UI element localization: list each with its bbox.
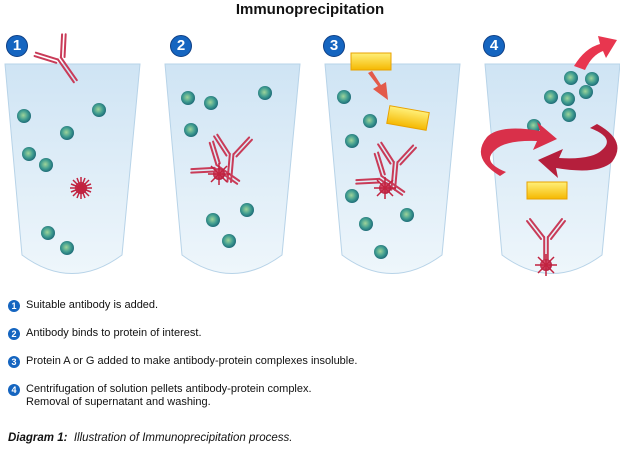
panel-4 xyxy=(480,36,618,276)
bead xyxy=(60,126,74,140)
bead xyxy=(374,245,388,259)
step-number: 4 xyxy=(8,384,20,396)
diagram-caption: Diagram 1: Illustration of Immunoprecipi… xyxy=(8,432,292,444)
bead xyxy=(181,91,195,105)
protein-a-g xyxy=(526,181,568,200)
protein-a-g xyxy=(386,105,430,131)
step-text: Protein A or G added to make antibody-pr… xyxy=(26,355,358,367)
step-number: 2 xyxy=(8,328,20,340)
bead xyxy=(204,96,218,110)
protein-a-g xyxy=(350,52,392,71)
step-3: 3 Protein A or G added to make antibody-… xyxy=(8,354,608,382)
panel-1 xyxy=(17,31,106,255)
bead xyxy=(258,86,272,100)
bead xyxy=(240,203,254,217)
protein-of-interest xyxy=(70,177,92,199)
bead xyxy=(206,213,220,227)
bead xyxy=(345,134,359,148)
bead xyxy=(22,147,36,161)
step-number: 3 xyxy=(8,356,20,368)
bead xyxy=(41,226,55,240)
bead xyxy=(17,109,31,123)
bead xyxy=(345,189,359,203)
bead xyxy=(184,123,198,137)
bead xyxy=(562,108,576,122)
bead xyxy=(39,158,53,172)
bead xyxy=(400,208,414,222)
step-text: Centrifugation of solution pellets antib… xyxy=(26,383,312,395)
bead xyxy=(561,92,575,106)
bead xyxy=(359,217,373,231)
bead xyxy=(544,90,558,104)
step-text: Removal of supernatant and washing. xyxy=(26,396,211,408)
step-4: 4 Centrifugation of solution pellets ant… xyxy=(8,382,608,416)
panel-4-number: 4 xyxy=(483,35,505,57)
caption-text: Illustration of Immunoprecipitation proc… xyxy=(73,432,293,444)
bead xyxy=(585,72,599,86)
diagram-title: Immunoprecipitation xyxy=(235,1,385,18)
bead xyxy=(92,103,106,117)
step-1: 1 Suitable antibody is added. xyxy=(8,298,608,326)
step-text: Suitable antibody is added. xyxy=(26,299,159,311)
panel-2 xyxy=(181,86,272,248)
step-2: 2 Antibody binds to protein of interest. xyxy=(8,326,608,354)
bead xyxy=(337,90,351,104)
protein-of-interest xyxy=(535,254,557,276)
bead xyxy=(60,241,74,255)
step-number: 1 xyxy=(8,300,20,312)
immunoprecipitation-diagram xyxy=(4,31,620,276)
bead xyxy=(363,114,377,128)
caption-label: Diagram 1: xyxy=(8,432,68,444)
panel-1-number: 1 xyxy=(6,35,28,57)
protein-of-interest xyxy=(374,177,396,199)
bead xyxy=(222,234,236,248)
exit-arrow xyxy=(574,36,617,70)
step-legend: 1 Suitable antibody is added. 2 Antibody… xyxy=(8,298,608,416)
tube-1 xyxy=(4,63,141,274)
bead xyxy=(564,71,578,85)
panel-3 xyxy=(337,52,430,259)
panel-3-number: 3 xyxy=(323,35,345,57)
panel-2-number: 2 xyxy=(170,35,192,57)
rotation-arrows xyxy=(480,122,618,178)
step-text: Antibody binds to protein of interest. xyxy=(26,327,202,339)
arrow xyxy=(368,71,388,100)
protein-of-interest xyxy=(208,163,230,185)
bead xyxy=(579,85,593,99)
